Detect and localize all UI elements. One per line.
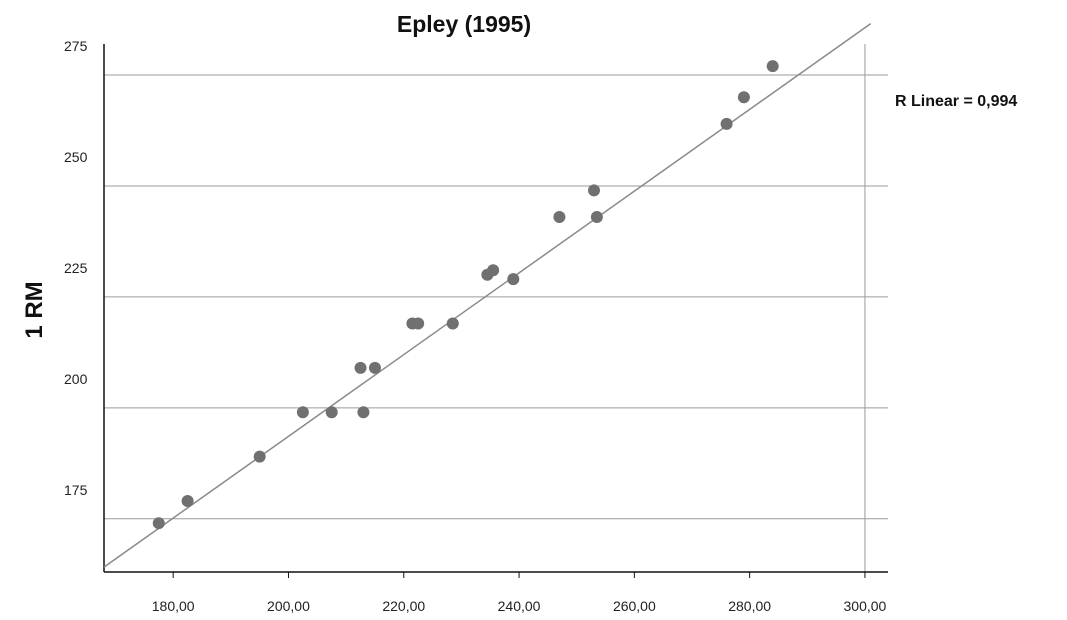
y-tick-label-1: 200 <box>64 371 88 387</box>
chart-title: Epley (1995) <box>397 11 531 37</box>
y-tick-label-0: 175 <box>64 482 88 498</box>
r-squared-annotation: R Linear = 0,994 <box>895 93 1017 110</box>
fit-line-layer <box>103 22 872 568</box>
data-point-13 <box>507 273 520 286</box>
data-point-6 <box>357 406 370 419</box>
grid-lines <box>104 44 888 572</box>
x-tick-label-1: 200,00 <box>267 598 310 614</box>
x-tick-labels: 180,00 200,00 220,00 240,00 260,00 280,00 300,… <box>152 598 887 614</box>
data-point-5 <box>354 361 367 374</box>
linear-fit-line <box>103 22 872 568</box>
x-tick-label-3: 240,00 <box>498 598 541 614</box>
x-tick-label-2: 220,00 <box>382 598 425 614</box>
data-point-4 <box>325 406 338 419</box>
data-point-16 <box>590 211 603 224</box>
y-tick-label-3: 250 <box>64 149 88 165</box>
x-tick-label-0: 180,00 <box>152 598 195 614</box>
x-tick-label-6: 300,00 <box>844 598 887 614</box>
y-tick-label-4: 275 <box>64 38 88 54</box>
data-point-12 <box>487 264 500 277</box>
axes <box>103 44 888 578</box>
data-points <box>152 60 779 530</box>
y-tick-labels: 175 200 225 250 275 <box>64 38 88 498</box>
x-tick-label-4: 260,00 <box>613 598 656 614</box>
data-point-10 <box>446 317 459 330</box>
data-point-2 <box>253 450 266 463</box>
data-point-7 <box>368 361 381 374</box>
x-tick-label-5: 280,00 <box>728 598 771 614</box>
data-point-9 <box>412 317 425 330</box>
data-point-15 <box>588 184 600 197</box>
data-point-18 <box>737 91 750 104</box>
data-point-17 <box>720 117 733 130</box>
y-axis-label: 1 RM <box>21 281 48 338</box>
y-tick-label-2: 225 <box>64 260 88 276</box>
data-point-3 <box>296 406 309 419</box>
data-point-0 <box>152 517 165 530</box>
data-point-19 <box>766 60 779 73</box>
data-point-14 <box>553 211 566 224</box>
data-point-1 <box>181 495 194 508</box>
